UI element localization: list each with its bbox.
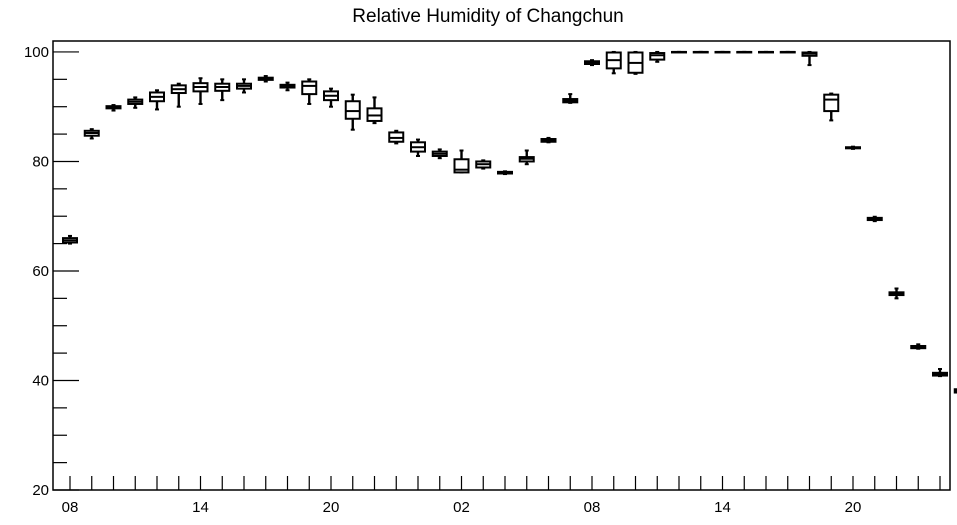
chart-title: Relative Humidity of Changchun: [352, 6, 623, 27]
box-hour-33: [779, 50, 796, 54]
box-hour-19: [475, 159, 492, 170]
box-hour-29: [692, 50, 709, 54]
x-tick-label: 14: [192, 499, 209, 516]
box-hour-5: [170, 82, 187, 108]
plot-frame: [52, 40, 951, 491]
box-hour-11: [301, 78, 318, 105]
box-hour-23: [562, 93, 579, 104]
box-hour-36: [845, 145, 861, 150]
box-series: [62, 50, 957, 394]
box-hour-37: [866, 215, 883, 223]
y-axis: 20 40 60 80 100: [24, 44, 79, 499]
box-hour-7: [214, 78, 231, 102]
box-hour-38: [888, 287, 905, 300]
x-tick-label: 08: [584, 499, 601, 516]
box-hour-31: [736, 50, 753, 54]
box-iqr: [649, 52, 666, 61]
box-iqr: [823, 93, 840, 113]
box-hour-41: [953, 388, 957, 394]
x-tick-label: 02: [453, 499, 470, 516]
box-iqr: [344, 100, 361, 120]
y-tick-label: 80: [32, 153, 49, 170]
box-hour-20: [497, 170, 513, 176]
box-iqr: [301, 80, 318, 96]
box-hour-8: [236, 78, 252, 94]
box-hour-15: [388, 129, 405, 145]
box-hour-40: [932, 367, 948, 378]
box-hour-27: [649, 50, 666, 63]
box-hour-16: [410, 138, 426, 157]
x-axis: 081420020814200208: [62, 476, 941, 516]
box-hour-30: [714, 50, 731, 54]
box-hour-10: [279, 81, 296, 92]
box-hour-4: [149, 89, 165, 111]
x-tick-label: 14: [714, 499, 731, 516]
box-hour-0: [62, 234, 78, 245]
box-hour-21: [518, 149, 535, 166]
box-hour-2: [105, 104, 122, 112]
box-hour-34: [801, 50, 818, 67]
y-tick-label: 20: [32, 482, 49, 499]
box-hour-22: [540, 136, 557, 144]
x-tick-label: 08: [62, 499, 79, 516]
x-tick-label: 20: [845, 499, 862, 516]
box-hour-12: [323, 87, 339, 108]
y-tick-label: 40: [32, 372, 49, 389]
y-tick-label: 60: [32, 263, 49, 280]
box-hour-39: [910, 343, 927, 350]
box-hour-18: [453, 149, 470, 174]
box-hour-14: [366, 96, 383, 125]
box-hour-24: [584, 59, 600, 67]
box-hour-32: [758, 50, 774, 54]
box-hour-1: [83, 128, 100, 140]
x-tick-label: 20: [323, 499, 340, 516]
box-hour-17: [431, 148, 448, 160]
box-hour-13: [344, 93, 361, 131]
box-hour-9: [257, 75, 274, 83]
y-tick-label: 100: [24, 44, 49, 61]
box-hour-25: [605, 50, 622, 75]
box-hour-6: [192, 77, 209, 105]
box-hour-3: [127, 96, 144, 109]
box-hour-26: [627, 50, 644, 75]
box-hour-35: [823, 92, 840, 122]
box-hour-28: [671, 50, 687, 54]
